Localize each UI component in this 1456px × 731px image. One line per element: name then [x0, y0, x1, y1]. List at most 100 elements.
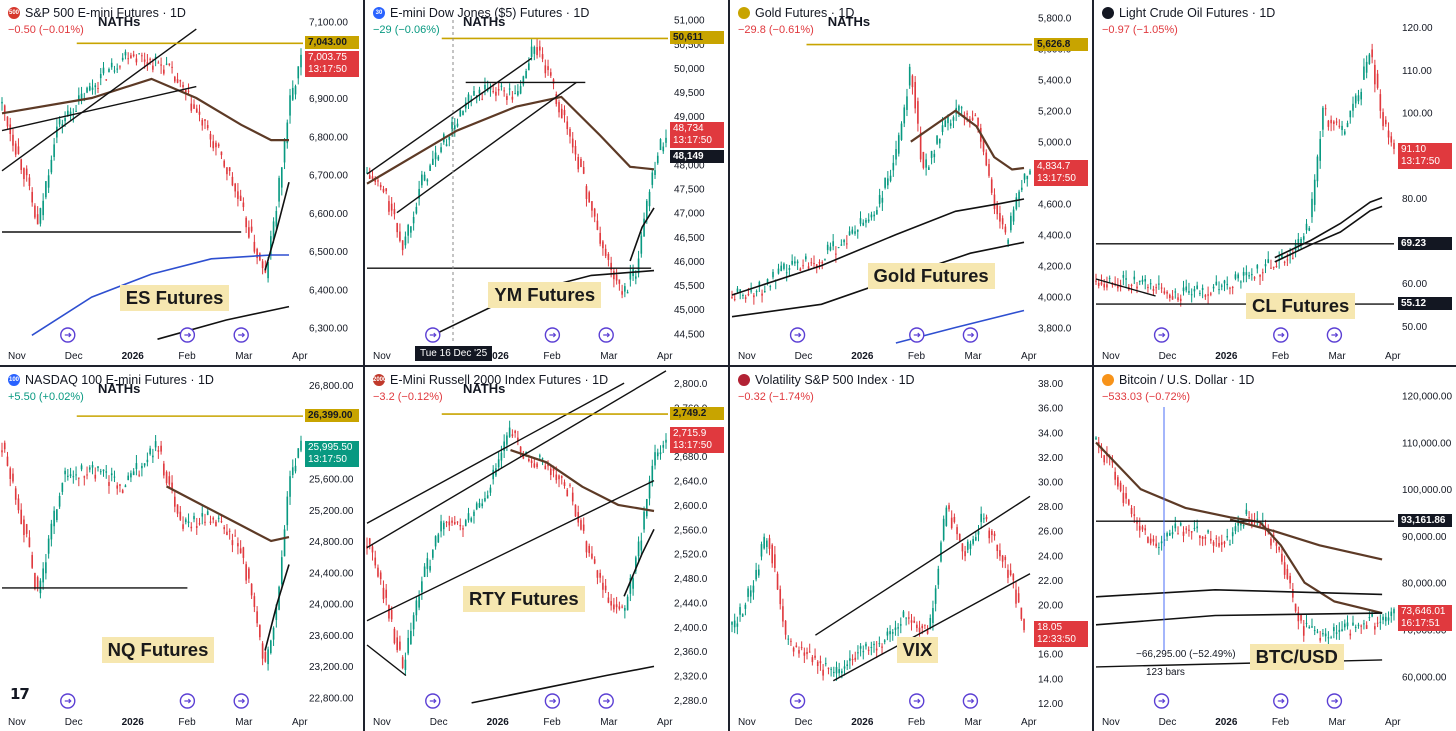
- candle-body: [141, 465, 143, 469]
- candle-body: [275, 210, 278, 227]
- chart-title-btc[interactable]: Bitcoin / U.S. Dollar · 1D: [1102, 373, 1254, 387]
- arrow-icon: [64, 332, 72, 338]
- candle-body: [919, 132, 922, 160]
- candle-body: [1267, 259, 1270, 263]
- trend-line: [832, 573, 1031, 682]
- candle-body: [991, 530, 993, 536]
- candle-body: [582, 167, 585, 174]
- candle-body: [1012, 574, 1015, 581]
- chart-title-es[interactable]: 500 S&P 500 E-mini Futures · 1D: [8, 6, 186, 20]
- y-tick-label: 48,000: [674, 160, 705, 171]
- arrow-icon: [429, 332, 437, 338]
- chart-title-gc[interactable]: Gold Futures · 1D: [738, 6, 854, 20]
- candle-body: [1210, 293, 1212, 295]
- chart-panel-btc[interactable]: 120,000.00 110,000.00 100,000.00 90,000.00 8…: [1094, 367, 1456, 731]
- candle-body: [256, 611, 258, 624]
- candle-body: [1261, 272, 1264, 274]
- candle-body: [1305, 223, 1308, 231]
- x-tick-label: Apr: [1385, 717, 1401, 728]
- candle-body: [937, 568, 940, 585]
- candle-body: [492, 91, 494, 93]
- candle-body: [585, 186, 588, 199]
- candle-body: [404, 659, 407, 670]
- candle-body: [945, 507, 948, 526]
- candle-body: [1376, 622, 1379, 624]
- arrow-icon: [1331, 332, 1339, 338]
- chart-panel-gc[interactable]: 5,800.05,600.05,400.05,200.05,000.04,800…: [730, 0, 1092, 365]
- arrow-icon: [429, 698, 437, 704]
- y-tick-label: 60,000.00: [1402, 672, 1447, 683]
- candle-body: [582, 524, 585, 531]
- candle-body: [958, 105, 960, 111]
- candle-body: [300, 54, 302, 68]
- candle-body: [141, 55, 143, 57]
- candle-body: [228, 530, 231, 532]
- trend-line: [366, 370, 667, 549]
- candle-body: [552, 467, 555, 471]
- candle-body: [503, 441, 505, 452]
- candle-body: [1149, 538, 1152, 544]
- candle-body: [1010, 215, 1012, 231]
- candle-body: [1382, 616, 1384, 621]
- candle-body: [270, 640, 272, 653]
- symbol-icon: 30: [373, 7, 385, 19]
- candle-body: [1220, 542, 1223, 545]
- chart-title-ym[interactable]: 30 E-mini Dow Jones ($5) Futures · 1D: [373, 6, 589, 20]
- candle-body: [426, 558, 429, 569]
- candle-body: [805, 256, 807, 260]
- candle-body: [1215, 281, 1218, 285]
- y-tick-label: 12.00: [1038, 699, 1063, 710]
- candle-body: [261, 261, 264, 269]
- chart-label-nq: NQ Futures: [101, 636, 215, 663]
- candle-body: [393, 628, 396, 644]
- candle-body: [113, 70, 116, 72]
- chart-title-vix[interactable]: Volatility S&P 500 Index · 1D: [738, 373, 915, 387]
- candle-body: [651, 465, 654, 483]
- chart-panel-rty[interactable]: 2,800.02,760.02,720.02,680.02,640.02,600…: [365, 367, 728, 731]
- candle-body: [1185, 528, 1188, 530]
- candle-body: [1365, 61, 1368, 73]
- chart-panel-vix[interactable]: 38.00 36.00 34.00 32.00 30.00 28.00 26.00 24.00…: [730, 367, 1092, 731]
- chart-title-cl[interactable]: Light Crude Oil Futures · 1D: [1102, 6, 1275, 20]
- candle-body: [31, 555, 33, 568]
- candle-body: [731, 296, 733, 298]
- chart-panel-es[interactable]: 7,100.007,000.006,900.006,800.006,700.00…: [0, 0, 363, 365]
- candle-body: [371, 546, 374, 553]
- chart-panel-cl[interactable]: 120.00110.00100.0090.0080.0070.0060.0050…: [1094, 0, 1456, 365]
- candle-body: [865, 219, 867, 223]
- candle-body: [604, 248, 607, 256]
- candle-body: [1297, 612, 1300, 622]
- ath-note: NATHs: [463, 14, 506, 29]
- candle-body: [1026, 175, 1029, 180]
- candle-body: [621, 606, 623, 608]
- candle-body: [859, 646, 862, 649]
- x-tick-label: Mar: [235, 717, 253, 728]
- candle-body: [1223, 541, 1226, 544]
- candles-cl: [1095, 43, 1395, 307]
- arrow-icon: [238, 698, 246, 704]
- candle-body: [179, 511, 182, 520]
- y-tick-label: 2,480.0: [674, 574, 708, 585]
- candle-body: [736, 288, 739, 292]
- candle-body: [237, 191, 239, 199]
- y-tick-label: 24,000.00: [309, 600, 354, 611]
- chart-panel-ym[interactable]: 51,00050,50050,00049,50049,00048,50048,0…: [365, 0, 728, 365]
- candle-body: [966, 113, 968, 115]
- candle-body: [212, 141, 215, 149]
- candle-body: [615, 604, 618, 608]
- chart-title-nq[interactable]: 100 NASDAQ 100 E-mini Futures · 1D: [8, 373, 214, 387]
- candle-body: [766, 279, 769, 284]
- chart-title-text: Volatility S&P 500 Index · 1D: [755, 373, 915, 387]
- candle-body: [1352, 103, 1354, 111]
- candle-body: [640, 235, 643, 254]
- candle-body: [368, 175, 371, 179]
- candle-body: [448, 521, 451, 526]
- candle-body: [473, 90, 475, 96]
- chart-title-rty[interactable]: 2000 E-Mini Russell 2000 Index Futures · …: [373, 373, 608, 387]
- candle-body: [771, 544, 774, 564]
- last-price-tag: 7,003.75 13:17:50: [305, 51, 359, 78]
- candle-body: [610, 262, 612, 270]
- candle-body: [849, 658, 851, 661]
- chart-panel-nq[interactable]: 26,800.0026,000.0025,600.0025,200.0024,8…: [0, 367, 363, 731]
- candle-body: [503, 90, 505, 92]
